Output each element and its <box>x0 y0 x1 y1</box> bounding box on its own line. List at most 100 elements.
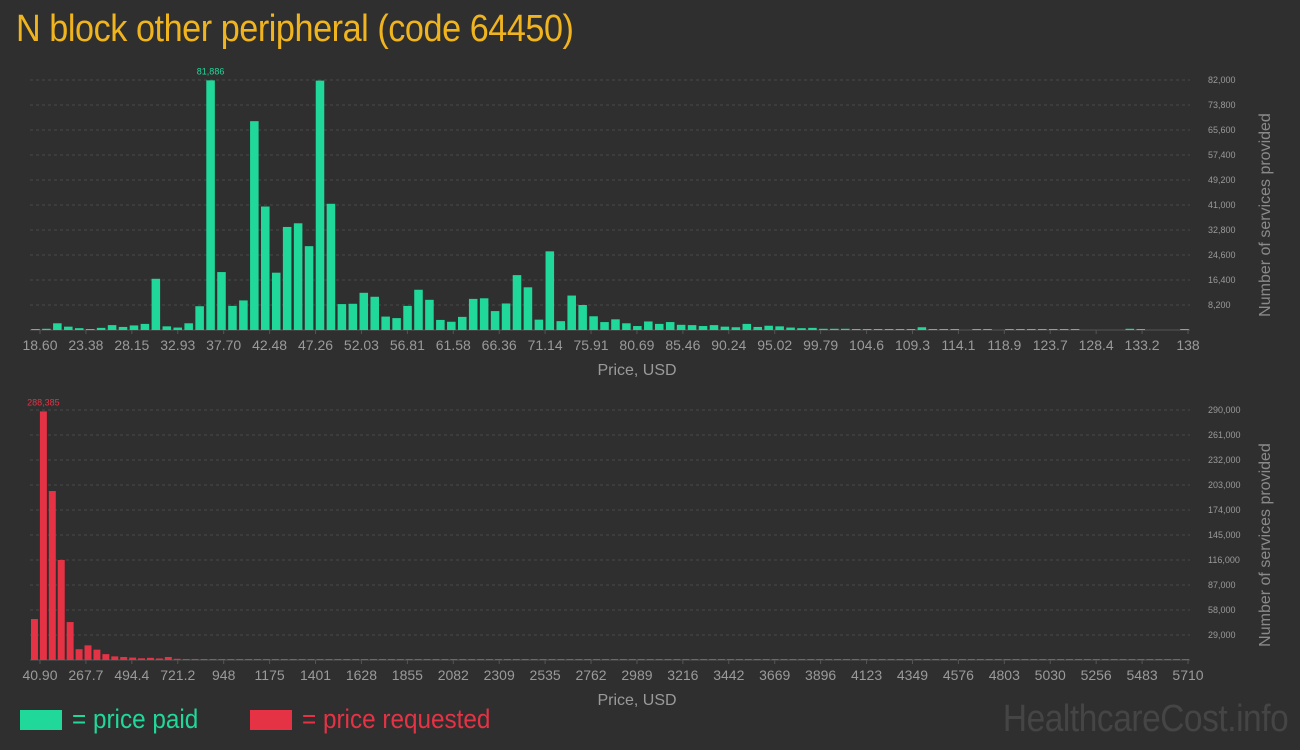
bar <box>262 659 270 660</box>
x-tick-label: 118.9 <box>987 337 1021 353</box>
page-title: N block other peripheral (code 64450) <box>16 8 574 50</box>
bar <box>392 318 401 330</box>
bar <box>841 328 850 330</box>
bar <box>459 659 467 660</box>
bar <box>637 659 645 660</box>
bar <box>610 659 618 660</box>
bar <box>593 659 601 660</box>
bar <box>403 305 412 330</box>
y-tick-label: 116,000 <box>1208 555 1240 565</box>
x-tick-label: 71.14 <box>528 337 563 353</box>
bar <box>57 560 65 660</box>
x-tick-label: 47.26 <box>298 337 333 353</box>
bar <box>1173 659 1181 660</box>
bar <box>307 659 315 660</box>
x-tick-label: 4349 <box>897 667 928 683</box>
bar <box>932 659 940 660</box>
bar <box>66 622 74 660</box>
bar <box>396 659 404 660</box>
bar <box>494 659 502 660</box>
y-axis-label: Number of services provided <box>1257 443 1274 647</box>
bar <box>830 328 839 330</box>
bar <box>534 319 544 330</box>
bar <box>983 329 992 330</box>
y-tick-label: 29,000 <box>1208 630 1236 640</box>
bar <box>477 659 485 660</box>
x-tick-label: 28.15 <box>114 337 149 353</box>
bar <box>316 659 324 660</box>
y-tick-label: 65,600 <box>1208 125 1236 135</box>
bar <box>280 659 288 660</box>
bar <box>84 645 92 660</box>
bar <box>906 329 916 330</box>
bar <box>958 659 966 660</box>
bar <box>1059 329 1069 330</box>
x-tick-label: 1401 <box>300 667 331 683</box>
bar <box>254 659 262 660</box>
x-tick-label: 52.03 <box>344 337 379 353</box>
bar <box>315 80 325 330</box>
bar <box>450 659 458 660</box>
legend-price-requested: = price requested <box>250 704 511 735</box>
bar <box>1016 329 1025 330</box>
bar <box>118 326 128 330</box>
bar <box>691 659 699 660</box>
bar <box>873 329 883 330</box>
bar <box>771 659 779 660</box>
bar <box>633 326 642 330</box>
bar <box>1048 659 1056 660</box>
bar <box>209 659 217 660</box>
bar <box>753 659 761 660</box>
bar <box>343 659 351 660</box>
bar <box>895 329 905 330</box>
bar <box>162 326 172 330</box>
bar <box>107 325 117 330</box>
bar <box>512 659 520 660</box>
bar <box>414 659 422 660</box>
y-tick-label: 41,000 <box>1208 200 1236 210</box>
bar <box>218 659 226 660</box>
bar <box>808 327 817 330</box>
x-tick-label: 99.79 <box>803 337 838 353</box>
bar <box>644 321 653 330</box>
bar <box>441 659 449 660</box>
bar <box>173 658 181 660</box>
bar <box>611 319 620 330</box>
bar <box>673 659 681 660</box>
legend-requested-swatch <box>250 709 292 730</box>
bar <box>250 121 259 330</box>
x-tick-label: 1628 <box>346 667 377 683</box>
x-tick-label: 56.81 <box>390 337 425 353</box>
x-tick-label: 138 <box>1176 337 1200 353</box>
x-tick-label: 95.02 <box>757 337 792 353</box>
y-tick-label: 24,600 <box>1208 250 1236 260</box>
bar <box>191 658 199 660</box>
x-tick-label: 494.4 <box>114 667 149 683</box>
bar <box>545 251 555 330</box>
y-tick-label: 203,000 <box>1208 480 1241 490</box>
x-tick-label: 2762 <box>575 667 606 683</box>
bar <box>337 304 347 330</box>
bar <box>425 299 434 330</box>
bar <box>1119 659 1127 660</box>
bar <box>227 659 235 660</box>
bar <box>486 659 494 660</box>
y-tick-label: 8,200 <box>1208 300 1231 310</box>
bar <box>869 659 877 660</box>
bar <box>151 278 161 330</box>
x-tick-label: 40.90 <box>22 667 57 683</box>
bar <box>664 659 672 660</box>
bar <box>217 272 226 330</box>
y-tick-label: 49,200 <box>1208 175 1236 185</box>
bar <box>1155 659 1163 660</box>
bar <box>682 659 690 660</box>
bar <box>184 323 193 330</box>
bar <box>75 649 83 660</box>
x-tick-label: 75.91 <box>574 337 609 353</box>
bar <box>619 659 627 660</box>
x-tick-label: 42.48 <box>252 337 287 353</box>
bar <box>1128 659 1136 660</box>
bar <box>816 659 824 660</box>
bar <box>48 491 56 660</box>
bar <box>1021 659 1029 660</box>
